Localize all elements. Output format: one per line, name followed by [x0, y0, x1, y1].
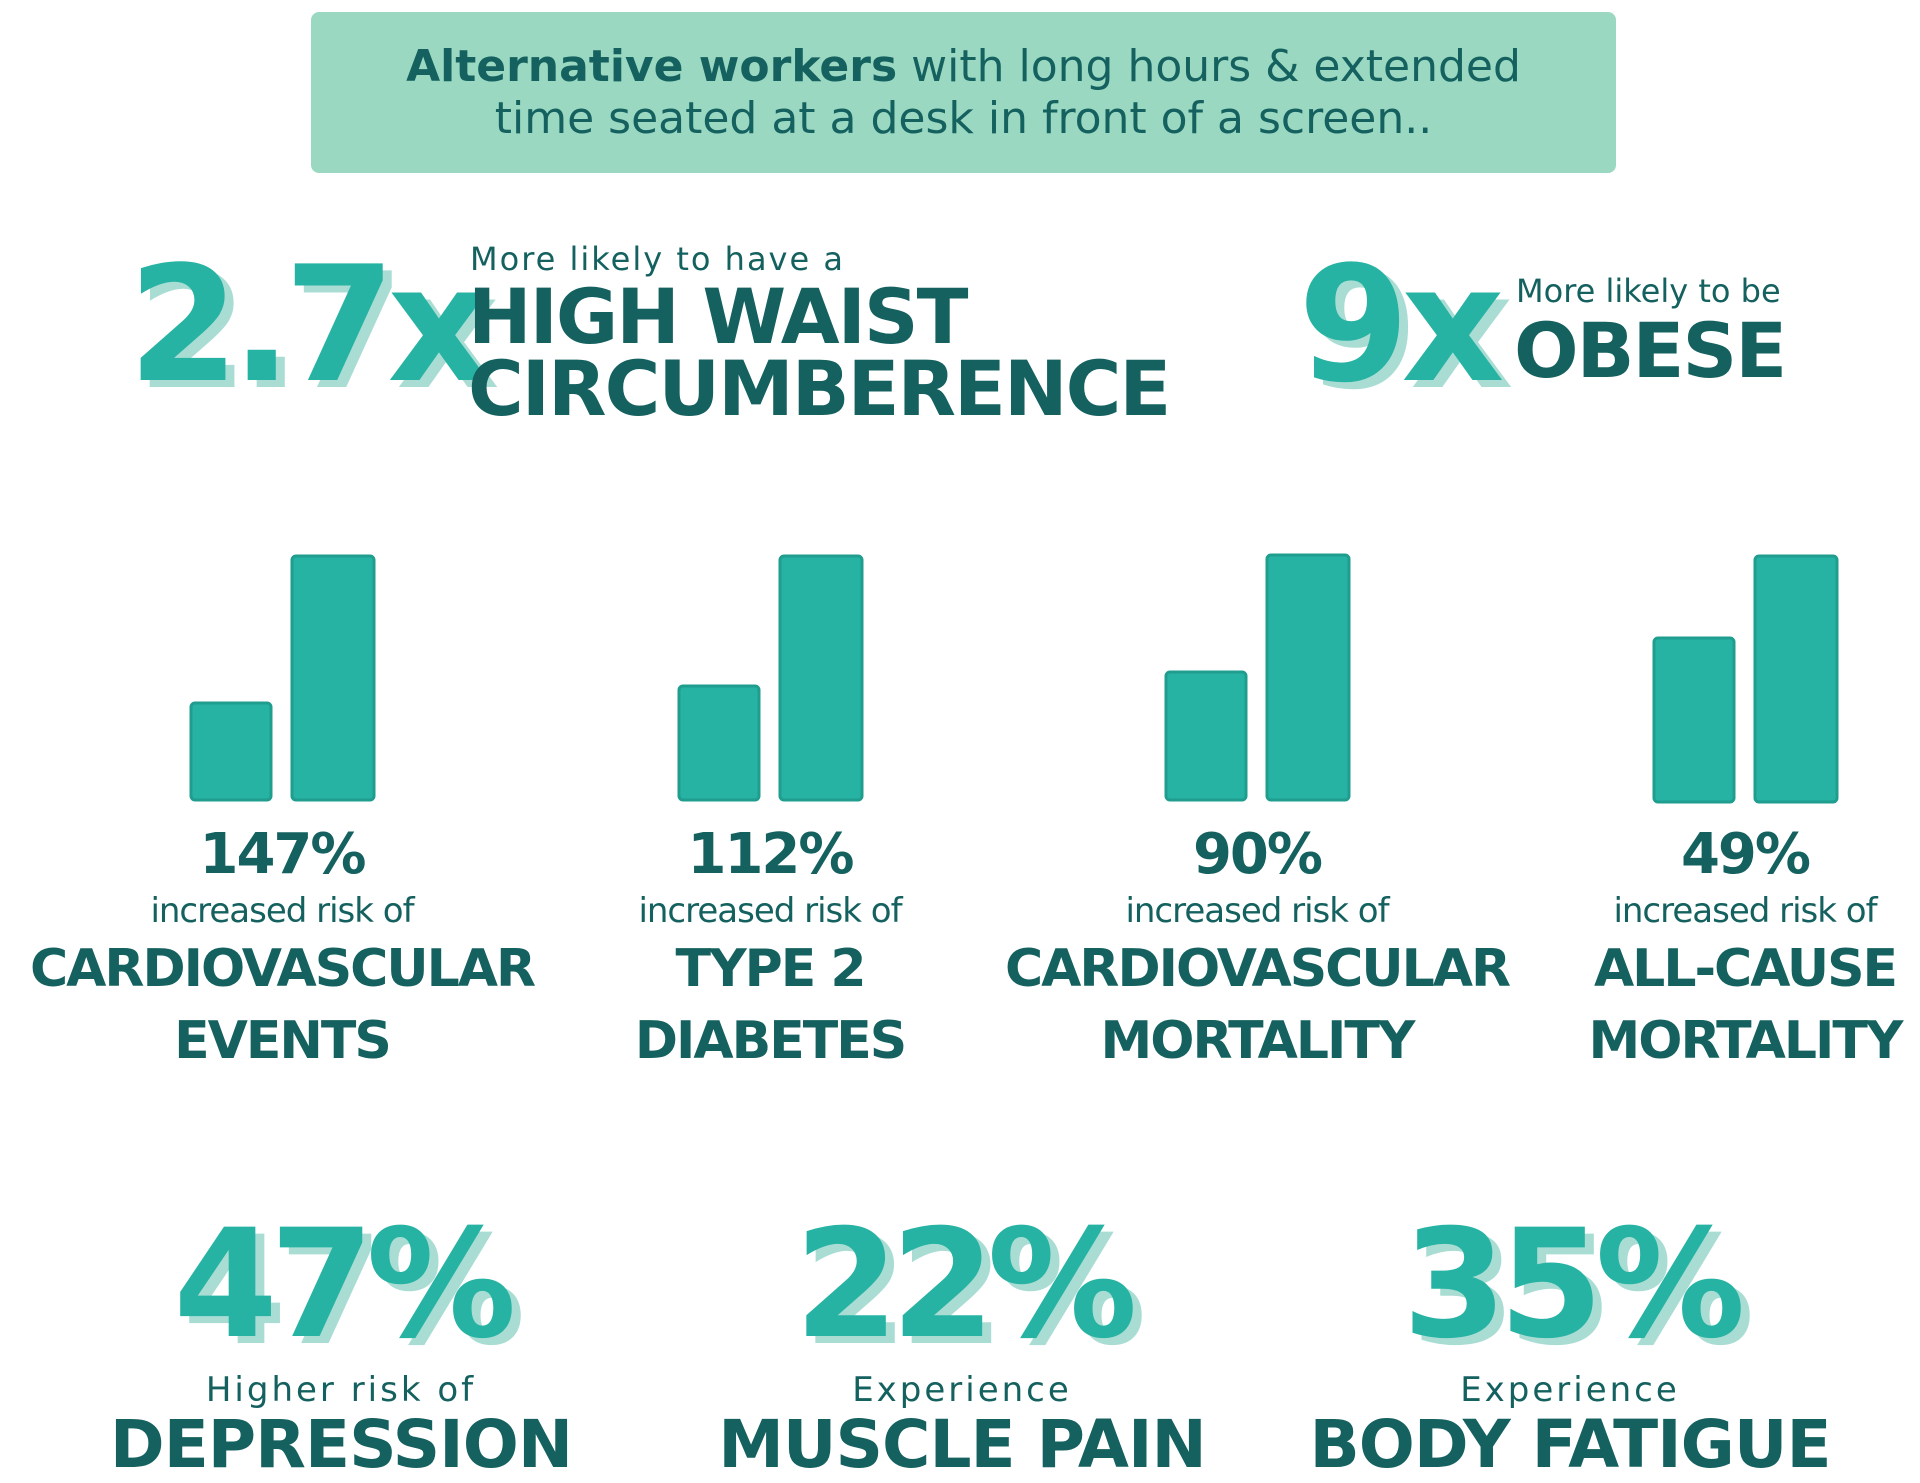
outcome-intro: Experience — [852, 1370, 1072, 1410]
icon-bar — [290, 554, 376, 802]
icon-bar — [1265, 553, 1351, 802]
risk-value: 90% — [1192, 822, 1323, 887]
risk-item: 112% increased risk of TYPE 2 DIABETES — [470, 822, 1070, 1075]
bar-icon — [1652, 554, 1839, 804]
outcome-item: 47% Higher risk of DEPRESSION — [0, 1210, 691, 1480]
outcome-item: 35% Experience BODY FATIGUE — [1220, 1210, 1920, 1480]
outcome-item: 22% Experience MUSCLE PAIN — [612, 1210, 1312, 1480]
bar-icons — [189, 553, 1839, 804]
outcome-label: MUSCLE PAIN — [718, 1406, 1207, 1483]
icon-bar — [778, 554, 864, 802]
risk-value: 49% — [1680, 822, 1811, 887]
outcome-value: 22% — [794, 1198, 1137, 1372]
icon-bar — [1652, 636, 1736, 804]
risk-label: TYPE 2 — [675, 939, 866, 999]
outcome-label: DEPRESSION — [109, 1406, 573, 1483]
risk-intro: increased risk of — [1613, 891, 1877, 931]
risk-label: MORTALITY — [1588, 1011, 1904, 1071]
stat-value: 2.7x — [128, 231, 491, 418]
header-line: Alternative workers with long hours & ex… — [311, 41, 1616, 93]
risk-item: 147% increased risk of CARDIOVASCULAR EV… — [0, 822, 582, 1075]
icon-bar — [677, 684, 761, 802]
risk-label: MORTALITY — [1100, 1011, 1416, 1071]
bar-icon — [1164, 553, 1351, 802]
risk-item: 90% increased risk of CARDIOVASCULAR MOR… — [957, 822, 1557, 1075]
outcome-label: BODY FATIGUE — [1309, 1406, 1831, 1483]
icon-bar — [1753, 554, 1839, 804]
stat-label: OBESE — [1514, 306, 1787, 395]
stat-label: HIGH WAIST — [468, 272, 968, 361]
outcome-intro: Experience — [1460, 1370, 1680, 1410]
header-bold: Alternative workers — [406, 40, 898, 92]
icon-bar — [1164, 670, 1248, 802]
risk-label: CARDIOVASCULAR — [30, 939, 536, 999]
header-line: time seated at a desk in front of a scre… — [494, 92, 1433, 144]
outcome-value: 47% — [173, 1198, 516, 1372]
bar-icon — [189, 554, 376, 802]
risk-value: 147% — [199, 822, 366, 887]
risk-label: EVENTS — [174, 1011, 392, 1071]
bar-icon — [677, 554, 864, 802]
risk-intro: increased risk of — [150, 891, 414, 931]
stat-value: 9x — [1298, 231, 1505, 418]
risk-label: ALL-CAUSE — [1593, 939, 1898, 999]
header-text: with long hours & extended — [911, 40, 1521, 92]
risk-label: CARDIOVASCULAR — [1005, 939, 1511, 999]
stat-intro: More likely to have a — [470, 240, 845, 278]
outcome-value: 35% — [1402, 1198, 1745, 1372]
risk-label: DIABETES — [634, 1011, 907, 1071]
risk-value: 112% — [687, 822, 854, 887]
stat-label: CIRCUMBERENCE — [468, 344, 1171, 433]
risk-intro: increased risk of — [638, 891, 902, 931]
outcome-intro: Higher risk of — [205, 1370, 477, 1410]
risk-item: 49% increased risk of ALL-CAUSE MORTALIT… — [1515, 822, 1920, 1075]
stat-intro: More likely to be — [1516, 272, 1781, 310]
risk-intro: increased risk of — [1125, 891, 1389, 931]
header-banner: Alternative workers with long hours & ex… — [311, 12, 1616, 173]
icon-bar — [189, 701, 273, 802]
